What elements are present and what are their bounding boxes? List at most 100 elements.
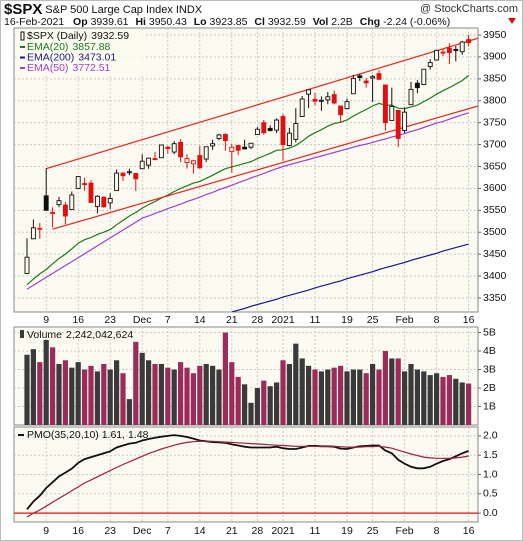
y-tick-label: 3750 xyxy=(483,116,507,128)
candle-body xyxy=(274,119,280,131)
candle-body xyxy=(466,39,472,44)
volume-bar xyxy=(357,369,363,425)
candle-body xyxy=(203,146,209,160)
legend-swatch xyxy=(20,31,25,41)
legend-value: 3932.59 xyxy=(91,30,129,42)
y-tick-label: 1.0 xyxy=(483,468,498,480)
candle-body xyxy=(101,196,107,208)
candle-body xyxy=(299,98,305,117)
volume-bar xyxy=(414,369,420,425)
y-tick-label: 3B xyxy=(483,363,496,375)
x-tick-label: 8 xyxy=(434,525,440,537)
volume-bar xyxy=(158,363,164,425)
y-tick-label: 3800 xyxy=(483,95,507,107)
ema-line xyxy=(26,112,469,290)
quote-value: 3923.85 xyxy=(210,16,248,28)
x-tick-label: 16 xyxy=(72,525,84,537)
volume-bar xyxy=(235,376,241,425)
volume-bar xyxy=(299,358,305,425)
volume-bar xyxy=(146,360,152,425)
candle-body xyxy=(459,41,465,53)
candle-body xyxy=(286,132,292,146)
candle-body xyxy=(210,143,216,147)
legend-value: 3772.51 xyxy=(72,62,110,74)
volume-bar xyxy=(382,351,388,425)
x-tick-label: 9 xyxy=(43,525,49,537)
volume-bar xyxy=(331,367,337,425)
candle-body xyxy=(94,195,100,207)
candle-body xyxy=(88,182,94,203)
volume-bar xyxy=(395,358,401,425)
volume-bar xyxy=(242,384,248,425)
volume-bar xyxy=(408,363,414,425)
y-tick-label: 3400 xyxy=(483,270,507,282)
candle-body xyxy=(146,157,152,166)
candle-body xyxy=(152,158,158,161)
candle-body xyxy=(165,146,171,149)
candle-body xyxy=(197,155,203,169)
date: 16-Feb-2021 xyxy=(4,16,64,28)
legend-swatch xyxy=(20,330,24,338)
candle-body xyxy=(312,98,318,102)
candle-body xyxy=(389,106,395,121)
x-tick-label: 14 xyxy=(194,525,206,537)
candle-body xyxy=(414,82,420,89)
quote-label: Hi xyxy=(135,16,146,28)
y-tick-label: 3650 xyxy=(483,160,507,172)
trend-line xyxy=(46,37,478,170)
plot-area xyxy=(14,28,478,312)
legend-name: Volume xyxy=(27,329,62,341)
header-quote: 16-Feb-2021 Op 3939.61 Hi 3950.43 Lo 392… xyxy=(4,16,450,28)
legend-name: $SPX (Daily) xyxy=(27,30,87,42)
legend-box xyxy=(17,30,145,76)
legend-name: EMA(20) xyxy=(27,41,68,53)
volume-bar xyxy=(210,365,216,425)
y-tick-label: 1B xyxy=(483,400,496,412)
volume-bar xyxy=(254,388,260,425)
volume-bar xyxy=(56,363,62,425)
quote-label: Chg xyxy=(360,16,380,28)
candle-body xyxy=(350,77,356,95)
index-name: S&P 500 Large Cap Index xyxy=(45,4,173,16)
y-tick-label: 3700 xyxy=(483,138,507,150)
legend-item: EMA(50) 3772.51 xyxy=(27,62,111,74)
candle-body xyxy=(120,172,126,177)
pmo-line xyxy=(26,440,469,518)
volume-bar xyxy=(171,369,177,425)
candle-body xyxy=(376,73,382,80)
volume-bar xyxy=(184,367,190,425)
quote-label: Lo xyxy=(194,16,207,28)
volume-bar xyxy=(402,371,408,425)
candle-body xyxy=(178,141,184,158)
volume-bar xyxy=(389,358,395,425)
y-tick-label: 3500 xyxy=(483,226,507,238)
candle-body xyxy=(190,160,196,165)
volume-bar xyxy=(50,347,56,425)
volume-bar xyxy=(203,363,209,425)
volume-bar xyxy=(197,365,203,425)
x-tick-label: 19 xyxy=(341,314,353,326)
volume-bar xyxy=(222,332,228,425)
volume-bar xyxy=(434,373,440,425)
x-tick-label: 21 xyxy=(226,525,238,537)
x-tick-label: 28 xyxy=(252,525,264,537)
legend-item: Volume 2,242,042,624 xyxy=(27,329,133,341)
volume-bar xyxy=(75,362,81,425)
x-tick-label: 25 xyxy=(367,314,379,326)
volume-bar xyxy=(88,365,94,425)
legend-item: EMA(20) 3857.88 xyxy=(27,41,111,53)
volume-bar xyxy=(165,367,171,425)
x-tick-label: 7 xyxy=(165,525,171,537)
candle-body xyxy=(344,101,350,110)
x-tick-label: Feb xyxy=(396,314,414,326)
legend-value: 3857.88 xyxy=(72,41,110,53)
candle-body xyxy=(338,105,344,116)
x-tick-label: 16 xyxy=(463,314,475,326)
quote-label: Op xyxy=(73,16,88,28)
x-tick-label: 16 xyxy=(463,525,475,537)
candle-body xyxy=(24,256,30,274)
quote-value: 3932.59 xyxy=(268,16,306,28)
candle-body xyxy=(382,84,388,124)
candle-body xyxy=(75,176,81,189)
